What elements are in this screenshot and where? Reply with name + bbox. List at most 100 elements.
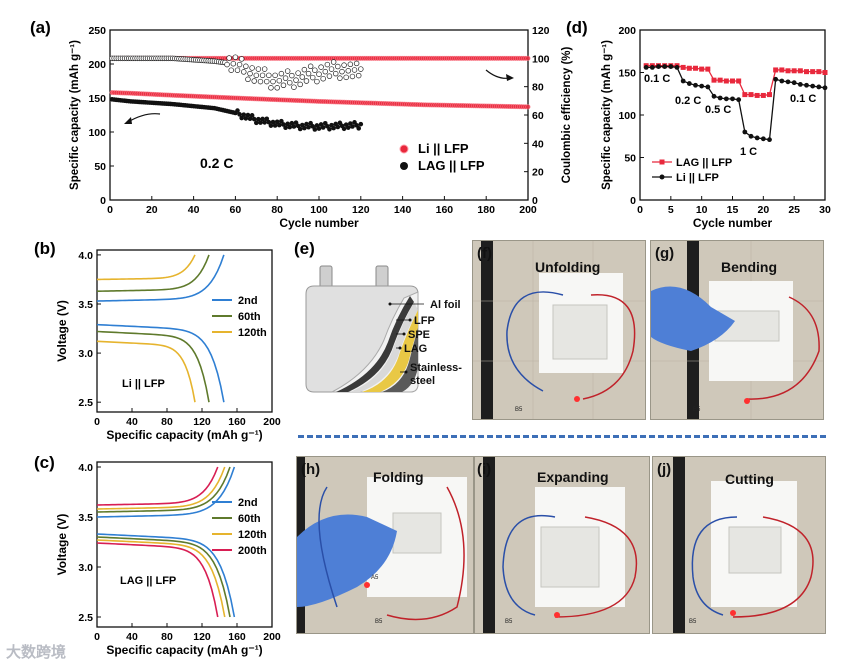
data-point-d: [686, 81, 692, 86]
charge-curve-b-1: [96, 254, 210, 293]
data-point-a: [291, 84, 297, 90]
y-tick-label-c: 2.5: [78, 612, 93, 624]
data-point-a: [261, 66, 268, 72]
data-point-a: [347, 61, 354, 68]
data-point-a: [272, 72, 278, 79]
legend-marker-d-0: [659, 159, 665, 165]
panel-label-e: (e): [294, 239, 315, 258]
charge-curve-b-0: [96, 254, 225, 302]
x-axis-title-a: Cycle number: [279, 216, 359, 230]
data-point-a: [302, 125, 307, 131]
data-point-d: [767, 137, 772, 143]
data-point-d: [693, 65, 698, 71]
plot-frame-c: [96, 461, 273, 628]
data-point-a: [341, 62, 347, 68]
data-point-a: [295, 70, 301, 76]
data-point-d: [693, 82, 698, 88]
chart-c: (c) 0 40 80 120 160 200 2.5 3.0 3.5 4.0 Specific c…: [34, 453, 281, 657]
data-point-a: [307, 63, 314, 70]
data-point-d: [674, 65, 680, 70]
data-point-d: [822, 70, 828, 75]
data-point-a: [268, 85, 274, 91]
y2-tick-label-a: 40: [532, 138, 544, 150]
data-point-d: [699, 66, 705, 72]
data-point-d: [810, 83, 816, 89]
x-tick-label-a: 60: [230, 204, 242, 216]
chart-d: (d) 0 5 10 15 20 25 30 0 50 100 150 200 Cycle number…: [566, 18, 831, 230]
data-point-d: [717, 77, 723, 83]
y-tick-label-c: 3.5: [78, 512, 93, 524]
data-point-a: [284, 68, 291, 74]
data-point-a: [262, 120, 267, 125]
data-point-a: [341, 126, 347, 132]
x-tick-label-b: 40: [126, 416, 138, 428]
series-a-0: [109, 90, 531, 110]
data-point-a: [345, 125, 351, 130]
data-point-d: [748, 133, 754, 139]
x-tick-label-a: 100: [310, 204, 328, 216]
data-point-a: [251, 78, 257, 84]
charge-curve-c-3: [96, 466, 219, 506]
data-point-d: [705, 84, 711, 90]
data-point-a: [280, 82, 287, 88]
x-axis-title-c: Specific capacity (mAh g⁻¹): [106, 643, 262, 657]
data-point-d: [816, 69, 822, 75]
data-point-a: [312, 127, 318, 132]
chart-a: (a) 0 20 40 60 80 100 120 140 160 180 200050100150…: [30, 18, 573, 230]
photo-tag-h: B5: [375, 619, 383, 625]
data-point-a: [301, 66, 308, 73]
data-point-d: [730, 96, 735, 102]
y2-tick-label-a: 100: [532, 53, 550, 65]
data-point-a: [316, 71, 322, 77]
y2-tick-label-a: 20: [532, 167, 544, 179]
label-lag: LAG: [404, 343, 427, 355]
label-spe: SPE: [408, 329, 430, 341]
data-point-a: [358, 66, 364, 72]
discharge-curve-b-2: [96, 340, 196, 403]
data-point-a: [270, 78, 276, 85]
y2-tick-label-a: 80: [532, 82, 544, 94]
x-tick-label-a: 140: [394, 204, 412, 216]
y-axis-title-a: Specific capacity (mAh g⁻¹): [69, 40, 81, 190]
discharge-curve-b-0: [96, 323, 225, 403]
panel-label-i: (i): [477, 461, 492, 478]
data-point-d: [779, 78, 785, 84]
data-point-d: [810, 69, 816, 75]
data-point-a: [299, 74, 306, 80]
legend-label-d-0: LAG || LFP: [676, 157, 732, 169]
data-point-a: [281, 122, 286, 127]
data-point-a: [272, 123, 278, 128]
arrowhead-right-a: [506, 74, 514, 81]
y-axis-title-b: Voltage (V): [55, 300, 69, 362]
data-point-a: [312, 67, 318, 73]
data-point-d: [773, 67, 779, 73]
data-point-a: [253, 120, 259, 126]
chart-b: (b) 0 40 80 120 160 200 2.5 3.0 3.5 4.0 Specific c…: [34, 239, 281, 442]
data-point-d: [748, 92, 754, 98]
legend-label-d-1: Li || LFP: [676, 172, 719, 184]
series-a-3: [109, 54, 364, 91]
data-point-a: [278, 70, 285, 77]
photo-title-expanding: Expanding: [537, 469, 609, 485]
y2-axis-title-a: Coulombic efficiency (%): [561, 46, 573, 183]
legend-label-c-2: 120th: [238, 529, 267, 541]
photo-title-folding: Folding: [373, 469, 424, 485]
data-point-a: [264, 78, 270, 85]
data-point-d: [736, 97, 742, 103]
x-tick-label-d: 15: [727, 204, 739, 216]
data-point-a: [232, 54, 239, 60]
arrow-right-a: [485, 69, 511, 79]
panel-label-h: (h): [301, 461, 321, 478]
arrowhead-left-a: [124, 117, 132, 124]
legend-marker-a-1: [400, 162, 408, 170]
annotation-b: Li || LFP: [122, 378, 165, 390]
data-point-a: [320, 125, 326, 130]
x-tick-label-d: 5: [668, 204, 674, 216]
data-point-a: [282, 75, 289, 81]
photo-title-cutting: Cutting: [725, 471, 774, 487]
layer-lag: [362, 310, 418, 392]
y-tick-label-a: 150: [88, 93, 106, 105]
data-point-a: [345, 68, 352, 74]
y2-tick-label-a: 0: [532, 195, 538, 207]
x-tick-label-c: 80: [161, 631, 173, 643]
